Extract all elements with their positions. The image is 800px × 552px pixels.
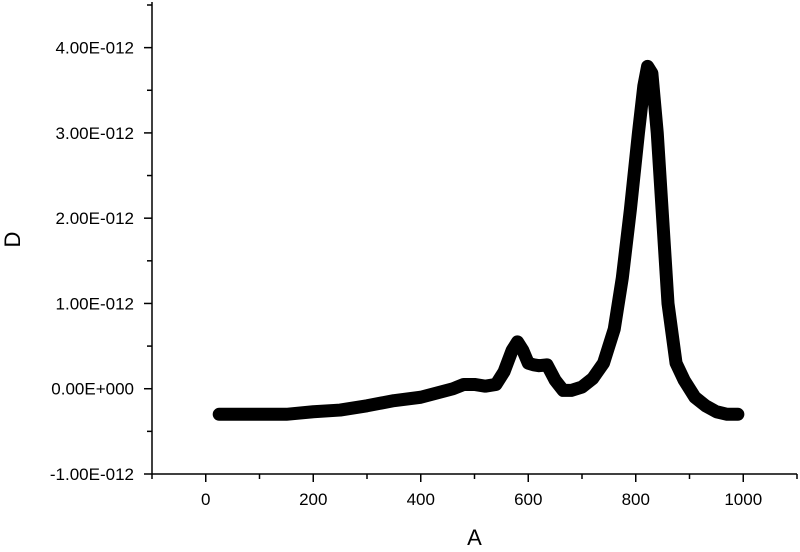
x-tick-label: 200 [299, 490, 327, 509]
series-line [212, 59, 745, 421]
y-tick-label: 4.00E-012 [56, 39, 134, 58]
y-tick-label: 0.00E+000 [51, 380, 134, 399]
y-tick-label: 1.00E-012 [56, 294, 134, 313]
x-tick-label: 1000 [724, 490, 762, 509]
y-tick-label: -1.00E-012 [50, 465, 134, 484]
x-tick-label: 600 [514, 490, 542, 509]
x-axis-title: A [467, 525, 482, 550]
x-tick-label: 0 [201, 490, 210, 509]
axis-labels: A D [0, 232, 482, 550]
y-axis-title: D [0, 232, 25, 248]
axes: 0 200 400 600 800 1000 -1.00E-012 0.00E+000 1.00… [50, 2, 798, 509]
series-layer [212, 59, 745, 421]
x-tick-label: 800 [622, 490, 650, 509]
y-tick-label: 2.00E-012 [56, 209, 134, 228]
y-tick-label: 3.00E-012 [56, 124, 134, 143]
x-tick-label: 400 [407, 490, 435, 509]
